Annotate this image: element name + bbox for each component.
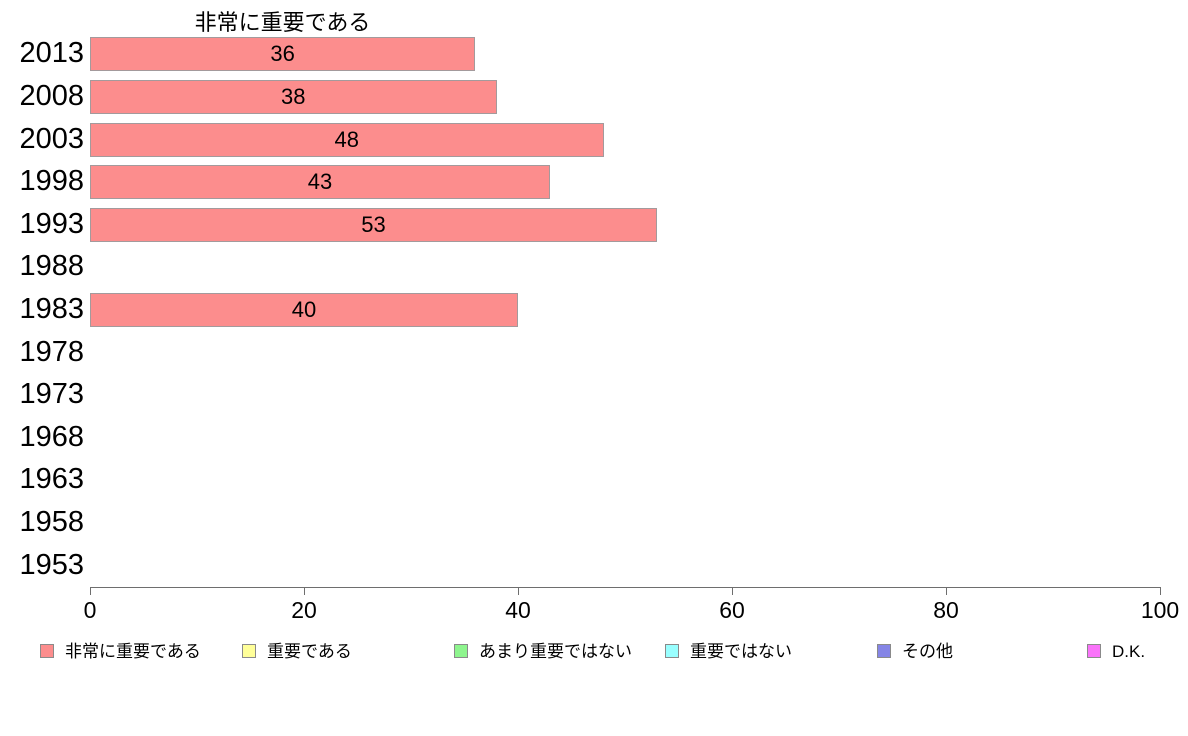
x-axis-line	[90, 587, 1160, 588]
legend-label: 重要ではない	[690, 641, 792, 661]
bar-value-label: 43	[307, 169, 333, 195]
legend-swatch-icon	[242, 644, 256, 658]
bar-value-label: 48	[334, 126, 360, 152]
y-axis-label-1983: 1983	[19, 293, 84, 325]
legend-item: D.K.	[1087, 641, 1145, 661]
y-axis-label-1973: 1973	[19, 378, 84, 411]
y-axis-label-1968: 1968	[19, 420, 84, 453]
y-axis-label-1998: 1998	[19, 165, 84, 198]
bar-value-label: 40	[291, 297, 317, 322]
legend-item: 非常に重要である	[40, 641, 201, 661]
legend-swatch-icon	[877, 644, 891, 658]
bar-1983: 40	[90, 293, 518, 327]
x-tick-label-60: 60	[719, 597, 745, 623]
bar-2008: 38	[90, 79, 497, 114]
bar-value-label: 36	[270, 41, 295, 67]
x-tick-label-100: 100	[1140, 597, 1180, 623]
bar-2003: 48	[90, 122, 604, 157]
legend-item: あまり重要ではない	[454, 641, 632, 661]
legend-label: D.K.	[1112, 641, 1146, 661]
legend-item: 重要である	[242, 641, 352, 661]
x-tick	[304, 587, 305, 595]
legend-swatch-icon	[40, 644, 54, 658]
legend-swatch-icon	[665, 644, 679, 658]
x-tick	[90, 587, 91, 595]
legend-label: 非常に重要である	[65, 641, 201, 661]
x-tick-label-80: 80	[933, 597, 959, 623]
bar-value-label: 53	[361, 211, 386, 237]
legend-label: あまり重要ではない	[479, 641, 632, 661]
y-axis-label-1953: 1953	[19, 548, 84, 581]
x-tick-label-0: 0	[83, 597, 97, 623]
x-tick-label-40: 40	[505, 597, 531, 623]
legend-swatch-icon	[454, 644, 468, 658]
y-axis-label-2008: 2008	[19, 79, 84, 112]
bar-1998: 43	[90, 165, 551, 200]
legend-swatch-icon	[1087, 644, 1101, 658]
legend-label: その他	[902, 641, 953, 661]
bar-value-label: 38	[281, 83, 306, 109]
legend-label: 重要である	[267, 641, 352, 661]
y-axis-label-2003: 2003	[19, 122, 84, 155]
x-tick	[1160, 587, 1161, 595]
chart-title: 非常に重要である	[194, 10, 371, 35]
x-tick	[946, 587, 947, 595]
y-axis-label-1978: 1978	[19, 335, 84, 368]
bar-1993: 53	[90, 207, 658, 242]
bar-2013: 36	[90, 37, 476, 72]
y-axis-label-1988: 1988	[19, 250, 84, 283]
y-axis-label-1958: 1958	[19, 506, 84, 539]
legend-item: 重要ではない	[665, 641, 792, 661]
x-tick	[518, 587, 519, 595]
x-tick	[732, 587, 733, 595]
y-axis-label-1993: 1993	[19, 207, 84, 240]
y-axis-label-2013: 2013	[19, 37, 84, 70]
y-axis-label-1963: 1963	[19, 463, 84, 496]
legend-item: その他	[877, 641, 953, 661]
x-tick-label-20: 20	[291, 597, 317, 623]
